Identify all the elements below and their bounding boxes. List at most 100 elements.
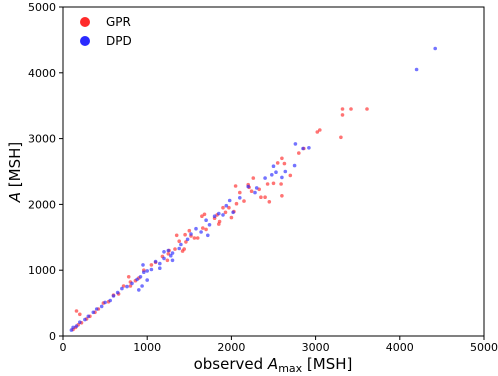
data-point — [318, 128, 322, 132]
data-point — [283, 169, 288, 174]
y-tick-label: 2000 — [28, 198, 56, 211]
data-point — [177, 246, 181, 251]
y-axis-ticks: 0 1000 2000 3000 4000 5000 — [28, 1, 63, 343]
data-point — [179, 242, 183, 247]
data-point — [293, 142, 298, 146]
data-point — [174, 233, 179, 238]
data-point — [217, 222, 221, 226]
y-axis-label: A [MSH] — [6, 142, 24, 203]
x-tick-label: 1000 — [133, 341, 161, 354]
data-point — [130, 281, 134, 286]
x-tick-label: 4000 — [386, 341, 414, 354]
data-point — [221, 205, 225, 210]
data-point — [271, 181, 276, 186]
x-tick-label: 5000 — [470, 341, 498, 354]
plot-frame — [62, 6, 485, 337]
data-point — [229, 215, 234, 220]
data-point — [83, 317, 87, 322]
x-tick-label: 0 — [60, 341, 67, 354]
data-point — [253, 190, 257, 195]
data-point — [199, 230, 203, 234]
data-point — [74, 309, 79, 313]
legend: GPR DPD — [80, 15, 132, 48]
data-point — [221, 213, 225, 217]
data-point — [201, 226, 205, 230]
data-point — [207, 223, 212, 227]
data-point — [192, 236, 197, 240]
data-point — [128, 284, 133, 288]
data-point — [195, 236, 200, 240]
data-point — [177, 239, 181, 243]
data-point — [212, 214, 217, 218]
series-gpr — [71, 107, 369, 332]
data-point — [183, 232, 187, 237]
data-point — [141, 263, 145, 267]
data-point — [349, 107, 353, 111]
data-point — [202, 212, 207, 217]
data-point — [251, 176, 256, 180]
data-point — [223, 210, 228, 215]
data-point — [279, 182, 283, 186]
data-point — [180, 249, 185, 253]
data-point — [120, 286, 124, 291]
data-point — [71, 325, 75, 330]
data-point — [111, 294, 116, 298]
y-tick-label: 4000 — [28, 67, 56, 80]
data-point — [115, 290, 120, 295]
data-point — [162, 250, 166, 254]
data-point — [169, 253, 173, 258]
data-point — [301, 146, 305, 151]
data-point — [280, 175, 284, 180]
data-point — [274, 170, 278, 174]
data-point — [140, 284, 144, 288]
data-point — [414, 67, 419, 72]
data-point — [165, 258, 170, 263]
data-point — [280, 194, 284, 198]
data-point — [246, 184, 250, 189]
data-point — [433, 46, 438, 51]
data-point — [282, 161, 287, 166]
data-point — [270, 173, 274, 177]
data-point — [292, 163, 297, 168]
data-point — [149, 267, 154, 272]
data-point — [238, 190, 242, 195]
data-point — [227, 205, 231, 210]
data-point — [288, 173, 293, 178]
data-point — [103, 300, 107, 305]
data-point — [166, 248, 171, 253]
data-point — [224, 203, 229, 208]
data-point — [185, 237, 190, 242]
data-point — [74, 324, 79, 328]
data-point — [99, 304, 104, 309]
data-point — [217, 211, 221, 216]
data-point — [340, 113, 345, 117]
data-point — [145, 269, 149, 273]
legend-label-dpd: DPD — [106, 34, 132, 48]
data-point — [206, 233, 210, 238]
data-point — [280, 156, 284, 161]
data-point — [142, 270, 146, 275]
y-tick-label: 1000 — [28, 264, 56, 277]
data-point — [125, 284, 129, 289]
data-point — [135, 277, 139, 282]
data-point — [238, 196, 242, 200]
data-point — [138, 275, 143, 279]
data-point — [265, 182, 270, 186]
series-dpd — [69, 46, 438, 332]
data-point — [339, 135, 343, 140]
data-point — [227, 198, 232, 203]
data-point — [200, 214, 204, 218]
legend-label-gpr: GPR — [106, 15, 131, 29]
data-point — [91, 310, 96, 315]
data-point — [145, 278, 149, 282]
data-point — [158, 266, 162, 271]
data-point — [263, 195, 267, 199]
data-point — [233, 184, 238, 188]
data-point — [78, 312, 82, 317]
data-point — [187, 228, 192, 233]
data-point — [297, 151, 301, 155]
data-point — [267, 200, 272, 204]
data-point — [307, 146, 311, 150]
x-tick-label: 3000 — [302, 341, 330, 354]
